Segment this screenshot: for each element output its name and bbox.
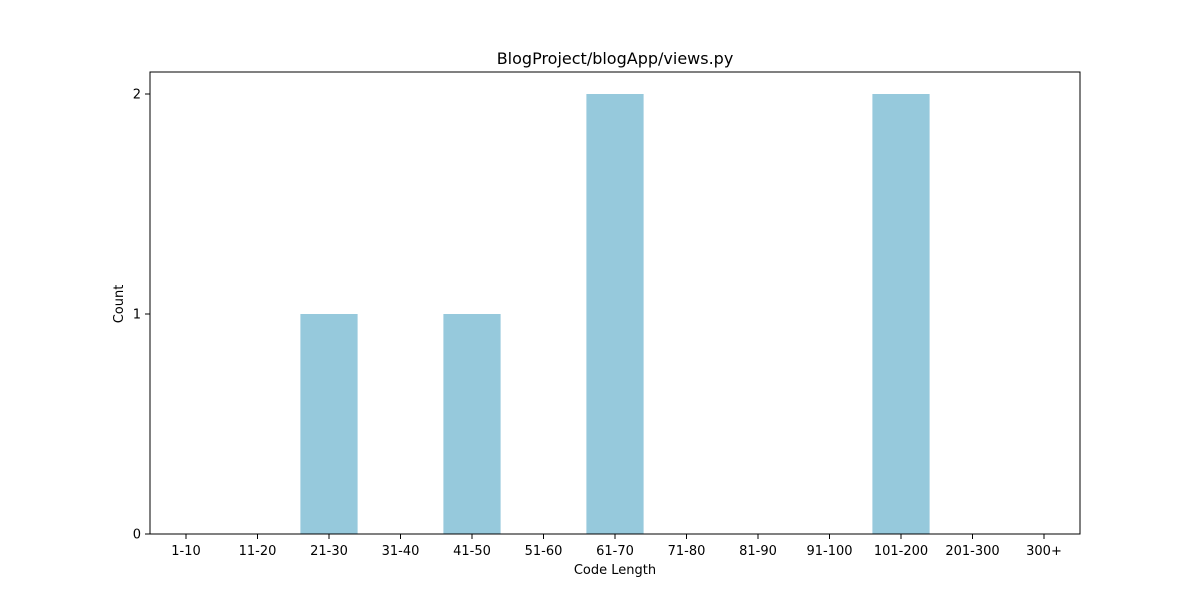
x-tick-label: 91-100 <box>806 544 852 559</box>
x-tick-label: 51-60 <box>525 544 563 559</box>
x-tick-label: 101-200 <box>874 544 928 559</box>
x-axis-ticks: 1-10 11-20 21-30 31-40 41-50 51-60 61-70 71-80 8… <box>171 534 1062 559</box>
x-tick-label: 81-90 <box>739 544 777 559</box>
bar-group <box>300 94 930 534</box>
x-tick-label: 61-70 <box>596 544 634 559</box>
y-tick-label: 2 <box>133 88 141 103</box>
bar-41-50 <box>443 314 501 534</box>
chart-title: BlogProject/blogApp/views.py <box>497 49 734 68</box>
x-axis-label: Code Length <box>574 563 656 578</box>
y-tick-label: 1 <box>133 308 141 323</box>
x-tick-label: 71-80 <box>668 544 706 559</box>
bar-21-30 <box>300 314 358 534</box>
y-axis-label: Count <box>112 285 127 324</box>
bar-61-70 <box>586 94 644 534</box>
x-tick-label: 300+ <box>1026 544 1062 559</box>
x-tick-label: 31-40 <box>382 544 420 559</box>
x-tick-label: 21-30 <box>310 544 348 559</box>
x-tick-label: 1-10 <box>171 544 201 559</box>
bar-101-200 <box>872 94 930 534</box>
x-tick-label: 11-20 <box>239 544 277 559</box>
plot-frame <box>149 71 1081 535</box>
x-tick-label: 201-300 <box>945 544 999 559</box>
x-tick-label: 41-50 <box>453 544 491 559</box>
y-tick-label: 0 <box>133 528 141 543</box>
y-axis-ticks: 0 1 2 <box>133 88 150 543</box>
